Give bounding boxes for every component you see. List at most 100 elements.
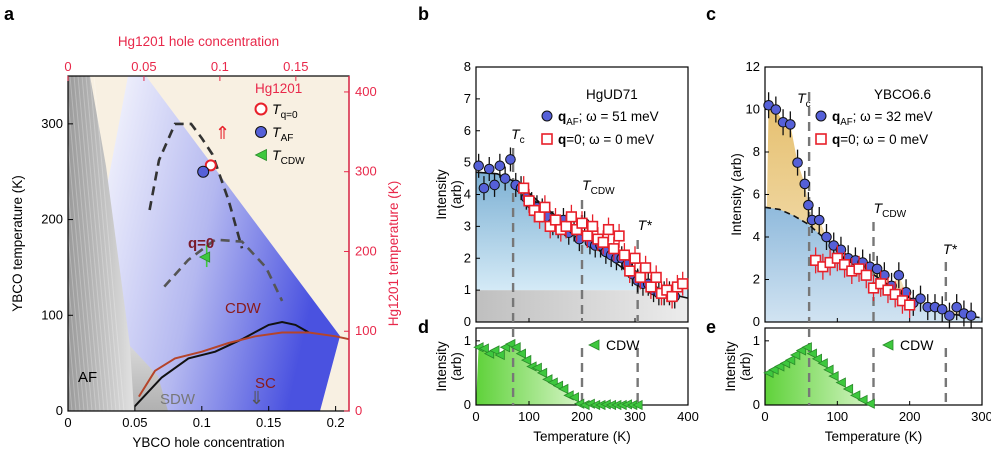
y-tick-label: 4 <box>464 187 471 202</box>
x-tick-label: 400 <box>677 409 699 424</box>
legend-marker <box>255 126 267 138</box>
hatch-line <box>53 75 85 412</box>
blue-shaded-area <box>765 207 982 322</box>
data-point-open-square <box>597 236 609 248</box>
data-point-open-square <box>639 262 652 274</box>
data-point-left-triangle <box>857 394 868 406</box>
point-t-cdw <box>198 251 211 263</box>
data-point-filled-circle <box>770 104 782 115</box>
legend-label-main: T <box>272 147 282 163</box>
temperature-marker-label: Tc <box>797 90 811 110</box>
legend-marker <box>541 110 553 122</box>
data-point-open-square <box>677 278 689 290</box>
data-point-filled-circle <box>505 154 516 165</box>
y-tick-label: 0 <box>753 397 760 412</box>
data-point-left-triangle <box>801 342 812 353</box>
x-axis-title: YBCO hole concentration <box>132 435 284 450</box>
data-point-left-triangle <box>784 354 796 366</box>
x-tick-label: 0.15 <box>256 415 281 430</box>
data-point-open-square <box>539 201 551 213</box>
y-tick-label: 7 <box>464 91 471 106</box>
legend-label: CDW <box>900 337 934 353</box>
data-point-open-square <box>581 230 593 242</box>
region-label-cdw: CDW <box>225 300 262 317</box>
data-point-filled-circle <box>803 199 814 211</box>
temperature-marker-label: TCDW <box>582 177 615 197</box>
data-point-left-triangle <box>789 349 801 361</box>
right-tick-label: 400 <box>355 84 377 99</box>
hatch-line <box>93 75 125 412</box>
data-point-open-square <box>518 182 530 194</box>
x-tick-label: 0 <box>761 409 768 424</box>
data-point-open-square <box>576 217 588 229</box>
y-tick-label: 100 <box>41 307 63 322</box>
data-point-left-triangle <box>558 383 569 395</box>
x-tick-label: 0 <box>64 415 71 430</box>
panel-label-d: d <box>418 317 429 337</box>
y-tick-label: 200 <box>41 212 63 227</box>
data-point-left-triangle <box>478 343 489 354</box>
x-tick-label: 200 <box>571 409 593 424</box>
data-point-left-triangle <box>835 377 846 388</box>
legend-label-rest: ; ω = 32 meV <box>853 109 933 124</box>
legend-label-main: q <box>558 109 566 124</box>
legend-marker <box>815 133 827 145</box>
data-point-filled-circle <box>489 179 500 191</box>
y-axis-title: Intensity <box>723 341 738 392</box>
x-tick-label: 300 <box>971 409 991 424</box>
data-point-open-square <box>618 249 630 261</box>
temperature-marker-label-main: T* <box>638 217 653 233</box>
phase-diagram-axes: 0 0.05 0.1 0.15 0.2 0 100 200 300 0 0.05 0.1 0.15 0 10… <box>10 34 401 450</box>
data-point-left-triangle <box>489 345 500 356</box>
legend-label: TCDW <box>272 147 305 167</box>
panel-label-a: a <box>4 4 15 24</box>
legend-label-rest: =0; ω = 0 meV <box>566 132 654 147</box>
data-point-filled-circle <box>478 182 490 194</box>
line-q-0-boundary <box>148 122 244 249</box>
data-point-open-square <box>831 252 843 264</box>
data-point-open-square <box>666 290 678 303</box>
data-point-open-square <box>629 252 641 264</box>
legend-marker <box>588 339 600 351</box>
right-axis-title: Hg1201 temperature (K) <box>386 181 401 327</box>
legend-label: qAF; ω = 51 meV <box>558 109 659 128</box>
right-tick-label: 0 <box>355 403 362 418</box>
legend-label-main: T <box>272 101 282 117</box>
temperature-marker-label: T* <box>638 217 653 233</box>
hatch-line <box>77 75 109 412</box>
hatch-line <box>41 75 73 412</box>
data-point-left-triangle <box>510 342 521 353</box>
legend-label: q=0; ω = 0 meV <box>832 132 928 147</box>
green-shaded-area <box>476 344 582 405</box>
data-point-open-square <box>860 269 872 281</box>
hatch-line <box>73 75 105 412</box>
hatch-line <box>57 75 89 412</box>
legend-label-sub: AF <box>840 117 852 128</box>
panel-label-b: b <box>418 4 429 24</box>
temperature-marker-label-main: T <box>582 177 592 193</box>
data-point-left-triangle <box>520 354 532 366</box>
x-tick-label: 100 <box>518 409 540 424</box>
data-point-left-triangle <box>817 358 828 369</box>
data-point-open-square <box>838 259 851 271</box>
data-point-filled-circle <box>936 303 948 315</box>
data-point-open-square <box>634 271 646 283</box>
legend-label-main: T <box>272 124 282 140</box>
y-axis-title: Intensity (arb) <box>729 153 744 236</box>
temperature-marker-label: TCDW <box>874 200 907 220</box>
temperature-marker-label: Tc <box>511 126 525 146</box>
data-point-open-square <box>889 288 901 300</box>
legend-marker <box>541 133 553 145</box>
hatch-line <box>81 75 113 412</box>
y-tick-label: 12 <box>746 59 760 74</box>
y-tick-label: 4 <box>753 229 760 244</box>
hatch-line <box>61 75 93 412</box>
top-axis-title: Hg1201 hole concentration <box>118 34 279 49</box>
line-hg1201-tc <box>138 331 350 398</box>
x-tick-label: 0.2 <box>327 415 345 430</box>
x-tick-label: 100 <box>826 409 848 424</box>
data-point-open-square <box>586 220 599 232</box>
y-tick-label: 1 <box>464 282 471 297</box>
temperature-marker-label-main: T* <box>943 241 958 257</box>
data-point-open-square <box>560 220 572 232</box>
